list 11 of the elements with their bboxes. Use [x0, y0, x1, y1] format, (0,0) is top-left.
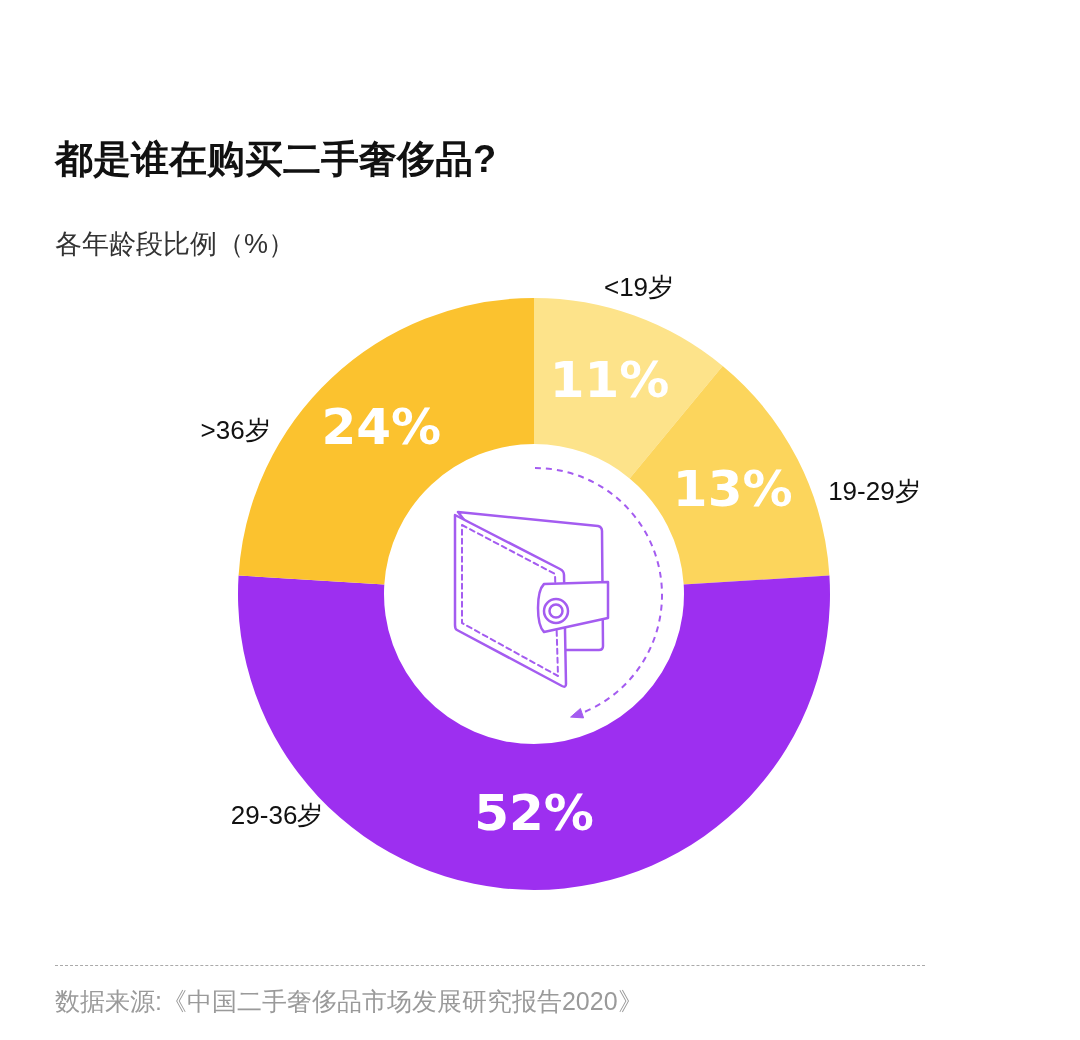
data-label: 24%: [321, 398, 442, 457]
chart-title: 都是谁在购买二手奢侈品?: [55, 137, 497, 182]
slice-label: 19-29岁: [828, 475, 921, 506]
data-label: 13%: [672, 459, 793, 518]
slice-label: <19岁: [603, 272, 675, 303]
data-label: 11%: [549, 351, 670, 410]
chart-subtitle: 各年龄段比例（%）: [55, 228, 296, 261]
slice-label: 29-36岁: [230, 800, 324, 831]
slice-label: >36岁: [200, 414, 271, 445]
source-note: 数据来源:《中国二手奢侈品市场发展研究报告2020》: [55, 986, 643, 1017]
data-label: 52%: [474, 783, 594, 842]
